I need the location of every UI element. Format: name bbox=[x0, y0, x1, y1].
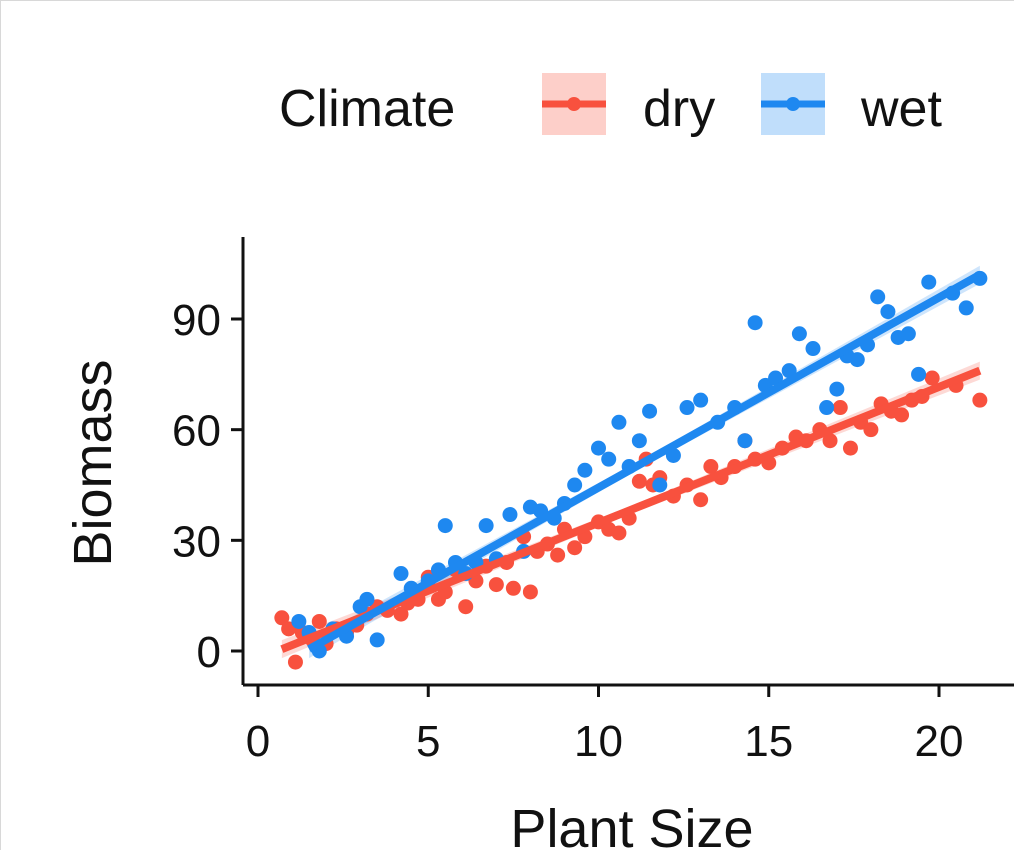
legend-item-wet: wet bbox=[761, 73, 942, 138]
wet-point bbox=[631, 433, 647, 449]
legend-key-point-dry bbox=[567, 97, 581, 111]
legend: Climate dry wet bbox=[279, 73, 942, 138]
wet-point bbox=[921, 274, 937, 290]
wet-regression-line bbox=[307, 271, 982, 653]
dry-point bbox=[393, 606, 409, 622]
legend-item-dry: dry bbox=[542, 73, 715, 138]
dry-point bbox=[311, 613, 327, 629]
wet-point bbox=[642, 403, 658, 419]
wet-point bbox=[611, 414, 627, 430]
wet-point bbox=[679, 400, 695, 416]
legend-label-wet: wet bbox=[860, 80, 942, 138]
wet-point bbox=[591, 440, 606, 456]
legend-key-point-wet bbox=[786, 97, 800, 111]
wet-point bbox=[437, 518, 453, 534]
dry-point bbox=[274, 610, 290, 626]
dry-point bbox=[693, 492, 709, 508]
dry-point bbox=[287, 654, 303, 670]
dry-point bbox=[863, 422, 879, 438]
dry-point bbox=[631, 473, 647, 489]
x-ticks: 0 5 10 15 20 bbox=[246, 685, 964, 766]
dry-point bbox=[488, 577, 504, 593]
dry-point bbox=[522, 584, 538, 600]
wet-point bbox=[601, 451, 617, 467]
wet-point bbox=[478, 518, 494, 534]
wet-point bbox=[849, 352, 865, 368]
wet-point bbox=[791, 326, 807, 342]
x-tick-label-2: 10 bbox=[574, 717, 623, 766]
x-tick-label-1: 5 bbox=[416, 717, 440, 766]
wet-point bbox=[567, 477, 583, 493]
y-tick-label-1: 30 bbox=[172, 517, 221, 566]
x-axis-title: Plant Size bbox=[510, 799, 753, 851]
wet-point bbox=[819, 400, 835, 416]
wet-point bbox=[693, 392, 709, 408]
wet-point bbox=[958, 300, 974, 316]
dry-point bbox=[550, 547, 566, 563]
dry-point bbox=[458, 599, 474, 615]
wet-point bbox=[577, 462, 593, 478]
dry-point bbox=[894, 407, 910, 423]
wet-point bbox=[393, 566, 409, 582]
y-tick-label-2: 60 bbox=[172, 407, 221, 456]
dry-point bbox=[972, 392, 988, 408]
y-tick-label-0: 0 bbox=[197, 628, 221, 677]
dry-point bbox=[703, 459, 719, 475]
wet-point bbox=[652, 477, 668, 493]
y-axis-title: Biomass bbox=[63, 359, 123, 566]
plot-area bbox=[274, 265, 988, 670]
legend-label-dry: dry bbox=[643, 80, 715, 138]
dry-point bbox=[822, 433, 838, 449]
wet-point bbox=[369, 632, 385, 648]
wet-point bbox=[805, 341, 821, 357]
y-ticks: 0 30 60 90 bbox=[172, 296, 243, 677]
wet-point bbox=[911, 366, 927, 382]
dry-point bbox=[842, 440, 858, 456]
wet-point bbox=[291, 613, 307, 629]
axes: 0 5 10 15 20 0 30 60 90 Plant Size Biomass bbox=[63, 237, 1014, 851]
y-tick-label-3: 90 bbox=[172, 296, 221, 345]
wet-point bbox=[781, 363, 797, 379]
wet-point bbox=[829, 381, 845, 397]
wet-point bbox=[880, 304, 896, 320]
wet-point bbox=[502, 507, 518, 523]
x-tick-label-0: 0 bbox=[246, 717, 270, 766]
wet-point bbox=[359, 591, 375, 607]
legend-items: dry wet bbox=[542, 73, 942, 138]
wet-point bbox=[900, 326, 916, 342]
legend-title: Climate bbox=[279, 80, 455, 138]
dry-point bbox=[611, 525, 627, 541]
x-tick-label-4: 20 bbox=[915, 717, 964, 766]
dry-point bbox=[832, 400, 848, 416]
wet-point bbox=[870, 289, 886, 305]
regression-lines bbox=[280, 271, 982, 653]
x-tick-label-3: 15 bbox=[744, 717, 793, 766]
wet-point bbox=[768, 370, 784, 386]
dry-point bbox=[924, 370, 940, 386]
dry-point bbox=[567, 540, 583, 556]
wet-point bbox=[737, 433, 753, 449]
dry-point bbox=[505, 580, 521, 596]
wet-point bbox=[747, 315, 763, 331]
